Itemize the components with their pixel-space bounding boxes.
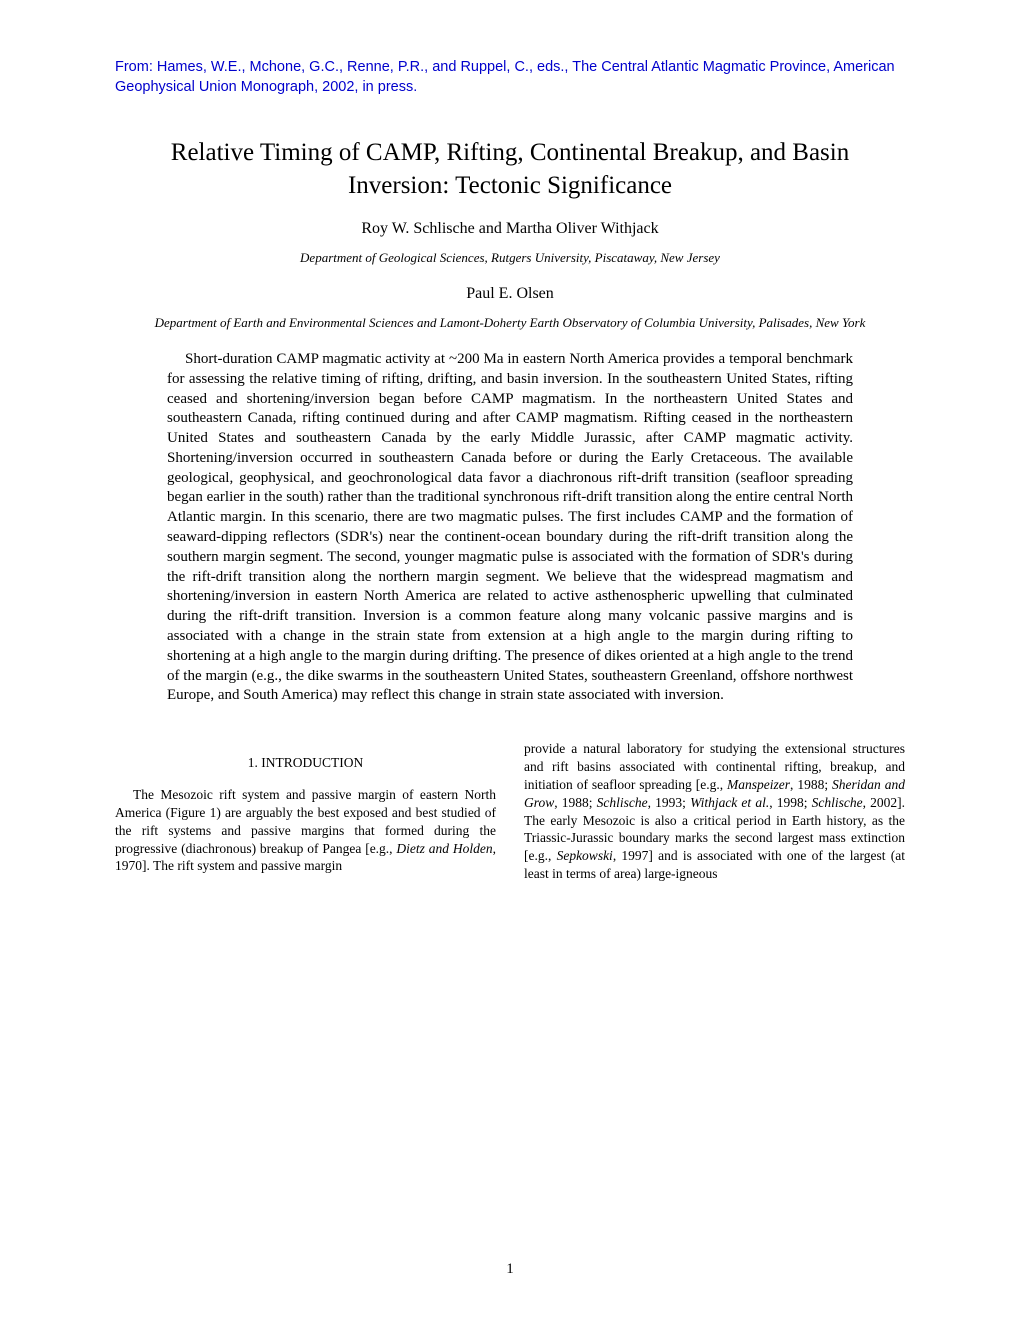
citation-header: From: Hames, W.E., Mchone, G.C., Renne, …: [115, 58, 905, 97]
authors-secondary: Paul E. Olsen: [115, 285, 905, 303]
section-heading-introduction: 1. INTRODUCTION: [115, 754, 496, 772]
col2-text5: , 1998;: [769, 795, 811, 810]
column-left: 1. INTRODUCTION The Mesozoic rift system…: [115, 740, 496, 883]
authors-primary: Roy W. Schlische and Martha Oliver Withj…: [115, 220, 905, 238]
reference-dietz-holden: Dietz and Holden: [396, 841, 492, 856]
column-right: provide a natural laboratory for studyin…: [524, 740, 905, 883]
paper-title: Relative Timing of CAMP, Rifting, Contin…: [115, 137, 905, 202]
intro-paragraph-left: The Mesozoic rift system and passive mar…: [115, 786, 496, 875]
affiliation-primary: Department of Geological Sciences, Rutge…: [115, 250, 905, 267]
reference-sepkowski: Sepkowski: [557, 848, 613, 863]
reference-manspeizer: Manspeizer: [727, 777, 790, 792]
page-number: 1: [506, 1261, 514, 1278]
reference-withjack: Withjack et al.: [690, 795, 769, 810]
intro-paragraph-right: provide a natural laboratory for studyin…: [524, 740, 905, 883]
col2-text2: , 1988;: [790, 777, 832, 792]
reference-schlische-1: Schlische: [597, 795, 648, 810]
affiliation-secondary: Department of Earth and Environmental Sc…: [115, 315, 905, 332]
abstract-text: Short-duration CAMP magmatic activity at…: [115, 350, 905, 706]
reference-schlische-2: Schlische: [812, 795, 863, 810]
col2-text3: , 1988;: [554, 795, 596, 810]
col2-text4: , 1993;: [648, 795, 690, 810]
body-columns: 1. INTRODUCTION The Mesozoic rift system…: [115, 740, 905, 883]
